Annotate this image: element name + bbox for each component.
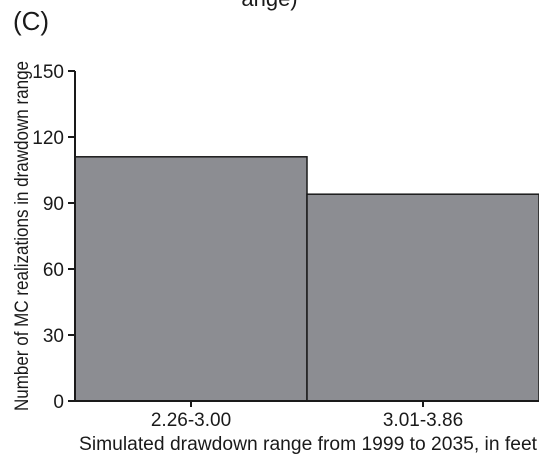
x-tick-label: 2.26-3.00: [151, 410, 231, 431]
y-axis-title: Number of MC realizations in drawdown ra…: [12, 61, 33, 411]
y-ticks-group: 0 30 60 90 120 150: [32, 62, 75, 413]
y-tick-label: 150: [32, 62, 64, 83]
x-ticks-group: 2.26-3.00 3.01-3.86: [151, 401, 463, 431]
y-tick-label: 0: [53, 392, 64, 413]
bar-2.26-3.00: [74, 156, 308, 402]
panel-label: (C): [13, 6, 50, 36]
bar-3.01-3.86: [306, 193, 539, 402]
x-axis-title: Simulated drawdown range from 1999 to 20…: [79, 434, 538, 455]
bars-group: [74, 156, 539, 402]
clipped-caption-text: ange): [0, 0, 539, 12]
y-tick-label: 30: [43, 326, 64, 347]
y-tick-label: 60: [43, 260, 64, 281]
y-tick-label: 120: [32, 128, 64, 149]
y-tick-label: 90: [43, 194, 64, 215]
x-tick-label: 3.01-3.86: [383, 410, 463, 431]
